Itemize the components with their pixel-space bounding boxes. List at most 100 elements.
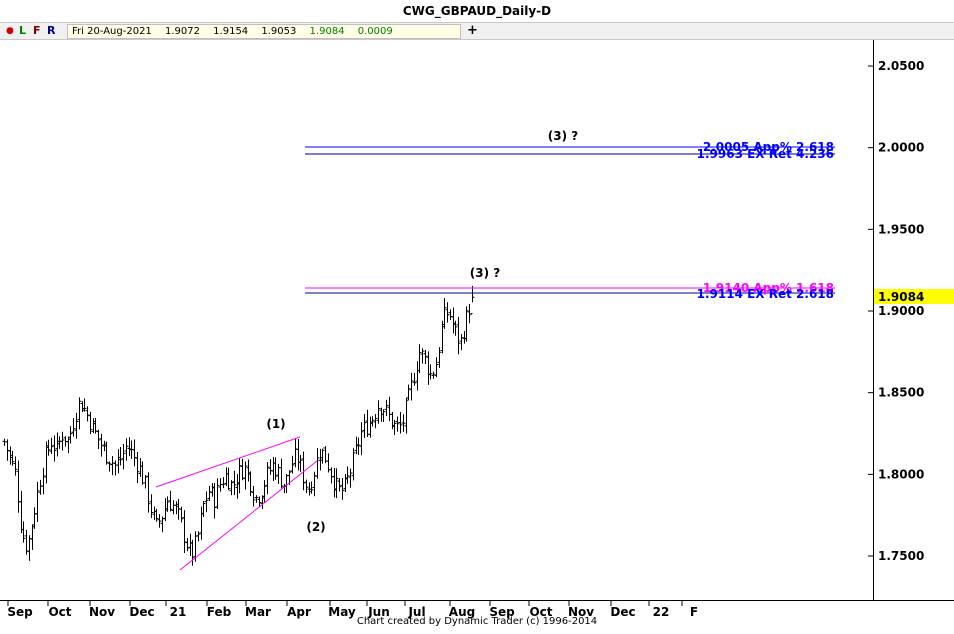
price-bar (298, 454, 303, 472)
ohlc-close: 1.9084 (309, 26, 345, 37)
price-bar (21, 521, 26, 543)
price-bar (398, 411, 403, 434)
price-bar (77, 397, 82, 430)
time-tick-label-3: Dec (129, 605, 154, 619)
price-bar (107, 461, 112, 472)
price-bar (290, 455, 295, 474)
price-bar (345, 466, 350, 484)
price-bar (271, 456, 276, 482)
price-bar (68, 426, 73, 444)
price-bar (334, 468, 339, 499)
price-bar (370, 416, 375, 427)
wedge-lower-line (179, 460, 318, 571)
ohlc-readout: Fri 20-Aug-2021 1.9072 1.9154 1.9053 1.9… (67, 24, 461, 39)
add-icon[interactable]: + (467, 23, 478, 38)
time-tick-label-11: Aug (449, 605, 475, 619)
price-bar (384, 399, 389, 416)
price-tick-label-4: 1.8500 (878, 386, 924, 400)
price-bar (110, 456, 115, 476)
price-bar (138, 457, 143, 477)
price-bar (251, 486, 256, 507)
time-tick-label-5: Feb (207, 605, 232, 619)
price-bar (354, 436, 359, 455)
price-bar (312, 471, 317, 497)
price-tick-label-1: 2.0000 (878, 141, 924, 155)
price-bar (373, 414, 378, 429)
price-bar (265, 462, 270, 495)
price-bar (88, 411, 93, 435)
price-bar (428, 364, 433, 380)
price-bar (121, 444, 126, 470)
price-bar (104, 441, 109, 465)
info-bar: ● L F R Fri 20-Aug-2021 1.9072 1.9154 1.… (0, 23, 954, 40)
price-bar (401, 414, 406, 432)
price-bar (55, 432, 60, 457)
f-button[interactable]: F (33, 24, 41, 37)
price-bar (412, 372, 417, 386)
price-bar (417, 344, 422, 374)
price-bar (60, 431, 65, 451)
price-bar (190, 539, 195, 566)
time-tick-label-0: Sep (7, 605, 33, 619)
price-bar (38, 479, 43, 495)
price-bar (387, 396, 392, 422)
price-bar (13, 456, 18, 476)
price-bar (240, 458, 245, 481)
price-bar (337, 478, 342, 492)
price-bar (41, 467, 46, 495)
time-tick-label-6: Mar (245, 605, 271, 619)
price-bar (210, 483, 215, 497)
price-bar (453, 320, 458, 336)
price-bar (293, 438, 298, 468)
r-button[interactable]: R (47, 24, 56, 37)
price-bar (296, 439, 301, 471)
price-bar (80, 401, 85, 413)
price-bar (124, 438, 129, 461)
price-bar (27, 535, 32, 561)
price-bar (99, 433, 104, 457)
target-label-1-9114: 1.9114 EX Ret 2.618 (697, 287, 834, 301)
ohlc-low: 1.9053 (261, 26, 297, 37)
price-bar (470, 285, 475, 315)
price-bar (246, 459, 251, 482)
ohlc-change: 0.0009 (357, 26, 393, 37)
price-bar (71, 418, 76, 437)
price-bar (409, 372, 414, 401)
price-bar (254, 495, 259, 503)
price-bar (442, 298, 447, 329)
price-bar (52, 435, 57, 462)
price-bar (201, 501, 206, 517)
price-bar (91, 418, 96, 434)
price-bar (224, 467, 229, 487)
price-bar (390, 412, 395, 430)
price-bar (74, 412, 79, 439)
price-bar (420, 348, 425, 364)
time-tick-label-14: Nov (568, 605, 594, 619)
price-bar (451, 307, 456, 334)
time-tick-label-8: May (328, 605, 356, 619)
price-bar (96, 429, 101, 449)
price-bar (232, 470, 237, 496)
price-bar (459, 334, 464, 351)
price-bar (165, 496, 170, 512)
price-bar (273, 457, 278, 480)
price-chart[interactable]: 2.0005 App% 2.618 1.9963 EX Ret 4.236 1.… (0, 40, 954, 634)
l-button[interactable]: L (19, 24, 27, 37)
price-bar (140, 461, 145, 485)
price-bar (185, 537, 190, 552)
price-bar (284, 473, 289, 493)
time-tick-label-17: F (690, 605, 698, 619)
time-axis: Sep Oct Nov Dec 21 Feb Mar Apr May Jun Jul Aug Sep Oc… (7, 601, 698, 619)
price-bar (445, 302, 450, 323)
target-label-1-9140: 1.9140 App% 1.618 (703, 281, 834, 295)
price-bar (8, 446, 13, 465)
price-bar (152, 506, 157, 520)
price-bar (359, 422, 364, 456)
price-bar (423, 349, 428, 365)
last-price-box (874, 289, 954, 304)
wave-label-3-near: (3) ? (470, 266, 500, 280)
price-bar (204, 491, 209, 513)
price-bar (437, 347, 442, 368)
record-dot-icon[interactable]: ● (6, 26, 14, 36)
price-bar (464, 306, 469, 342)
